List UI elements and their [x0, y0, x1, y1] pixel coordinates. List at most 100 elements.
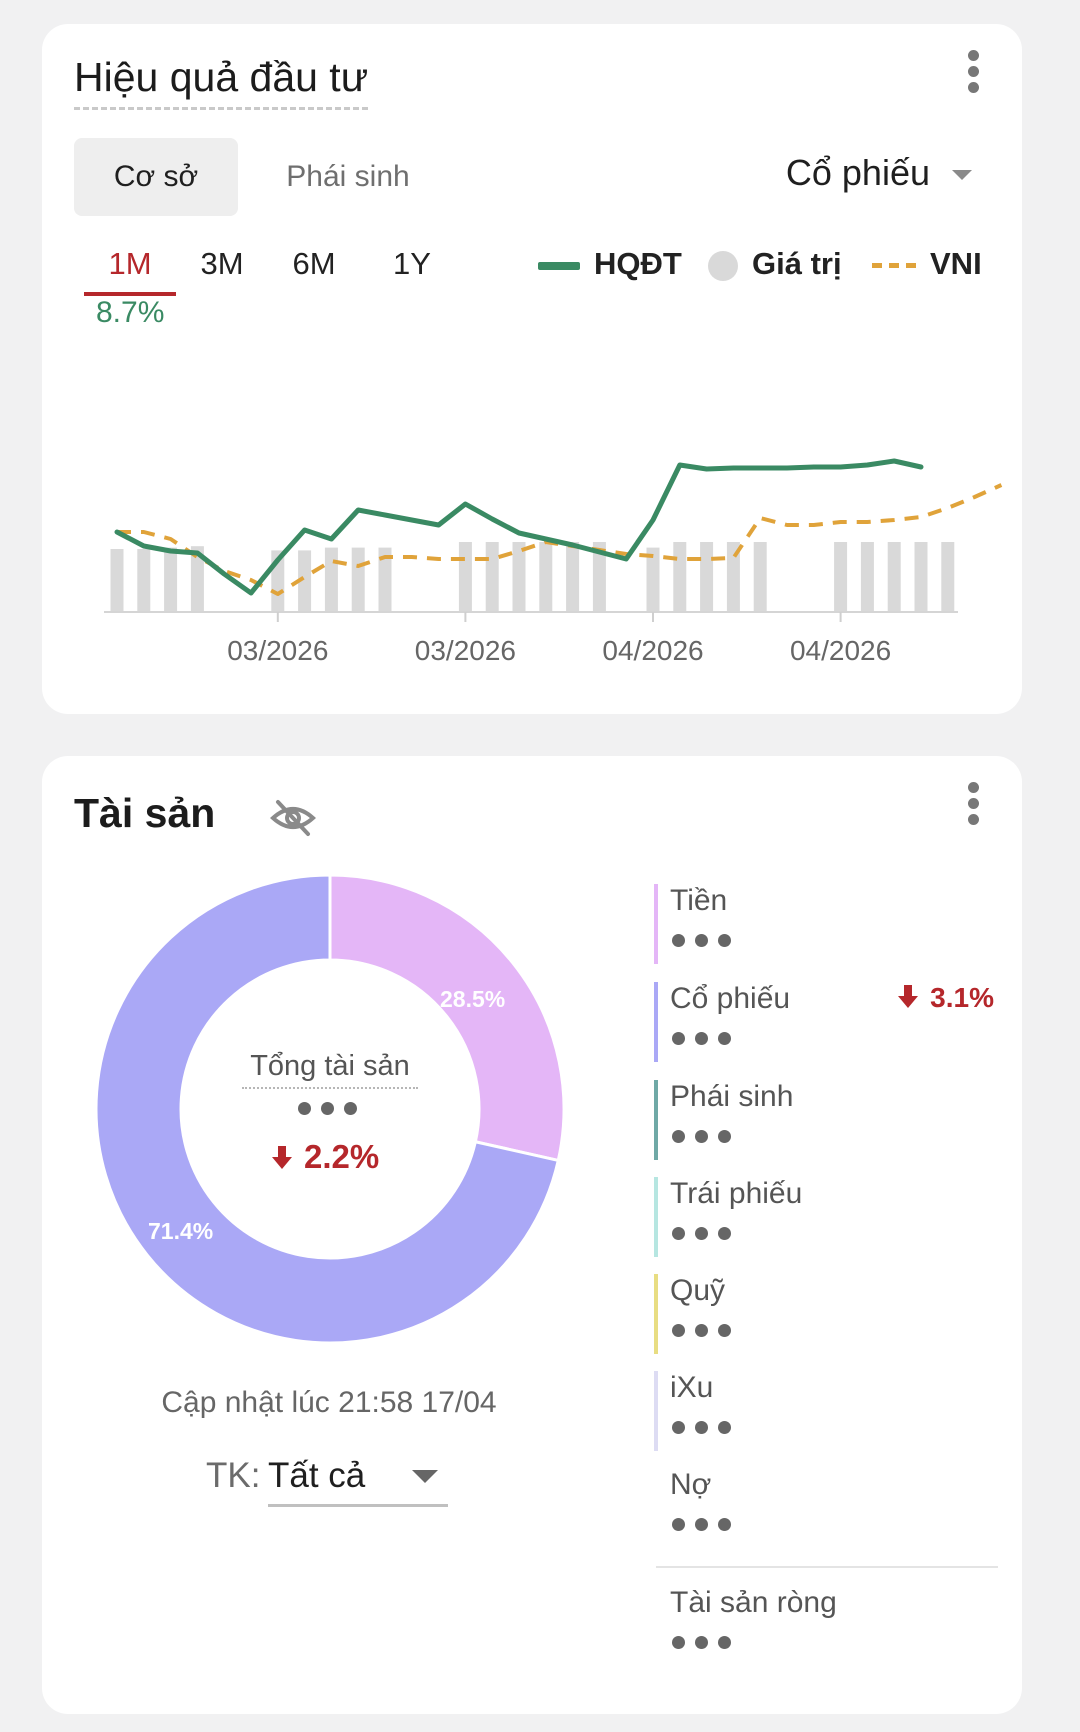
- legend-vni-label: VNI: [930, 246, 982, 281]
- value-bar: [351, 547, 365, 612]
- total-assets-change-value: 2.2%: [304, 1138, 380, 1175]
- asset-name: Quỹ: [670, 1274, 726, 1307]
- return-value: 8.7%: [96, 296, 165, 329]
- more-options-icon[interactable]: [966, 50, 980, 94]
- slice-label-tien: 28.5%: [440, 986, 506, 1012]
- hidden-value: [672, 1636, 741, 1654]
- hidden-value: [672, 1130, 741, 1148]
- value-bar: [458, 542, 472, 612]
- performance-title[interactable]: Hiệu quả đầu tư: [74, 54, 369, 110]
- asset-name: Cổ phiếu: [670, 982, 791, 1015]
- total-assets-hidden-value: [298, 1102, 367, 1120]
- asset-type-value: Cổ phiếu: [785, 152, 930, 193]
- value-bar: [378, 547, 392, 612]
- legend-gia-tri-label: Giá trị: [752, 246, 842, 281]
- value-bar: [566, 542, 580, 612]
- value-bar: [914, 542, 928, 612]
- updated-time: Cập nhật lúc 21:58 17/04: [161, 1386, 497, 1419]
- hidden-value: [672, 1421, 741, 1439]
- value-bar: [700, 542, 714, 612]
- asset-change-value: 3.1%: [930, 982, 994, 1013]
- asset-color-bar: [654, 1371, 658, 1451]
- value-bar: [164, 547, 178, 612]
- value-bar: [834, 542, 848, 612]
- asset-color-bar: [654, 884, 658, 964]
- asset-item-no[interactable]: Nợ: [654, 1468, 994, 1548]
- divider: [656, 1566, 998, 1568]
- value-bar: [673, 542, 687, 612]
- eye-off-icon[interactable]: [270, 798, 316, 838]
- asset-color-bar: [654, 1177, 658, 1257]
- performance-card: Hiệu quả đầu tư Cơ sở Phái sinh Cổ phiếu…: [42, 24, 1022, 714]
- hqdt-line: [114, 458, 924, 596]
- asset-name: Phái sinh: [670, 1080, 794, 1113]
- asset-color-bar: [654, 1274, 658, 1354]
- chevron-down-icon: [412, 1470, 438, 1483]
- asset-name: Tài sản ròng: [670, 1586, 837, 1619]
- legend-gia-tri[interactable]: Giá trị: [708, 246, 842, 282]
- tab-co-so[interactable]: Cơ sở: [74, 138, 238, 216]
- line-swatch-icon: [538, 261, 580, 270]
- donut-slice[interactable]: [94, 873, 561, 1345]
- asset-name: Trái phiếu: [670, 1177, 803, 1210]
- asset-item-ixu[interactable]: iXu: [654, 1371, 994, 1451]
- asset-name: Nợ: [670, 1468, 712, 1501]
- period-tab-3m[interactable]: 3M: [200, 246, 244, 281]
- hidden-value: [672, 934, 741, 952]
- asset-color-bar: [654, 982, 658, 1062]
- x-tick-label: 03/2026: [227, 635, 328, 666]
- hidden-value: [672, 1227, 741, 1245]
- period-tab-1m[interactable]: 1M: [84, 246, 176, 296]
- more-options-icon[interactable]: [966, 782, 980, 826]
- value-bar: [485, 542, 499, 612]
- x-tick-label: 04/2026: [602, 635, 703, 666]
- legend-hqdt[interactable]: HQĐT: [538, 246, 682, 282]
- donut-slice[interactable]: [328, 873, 566, 1163]
- legend-vni[interactable]: VNI: [872, 246, 982, 282]
- period-tab-1y[interactable]: 1Y: [393, 246, 431, 281]
- asset-color-bar: [654, 1468, 658, 1548]
- value-bar: [860, 542, 874, 612]
- value-bar: [137, 549, 151, 612]
- assets-title: Tài sản: [74, 790, 216, 836]
- asset-item-trai-phieu[interactable]: Trái phiếu: [654, 1177, 994, 1257]
- value-bar: [646, 547, 660, 612]
- value-bar: [941, 542, 955, 612]
- assets-card: Tài sản 28.5% 71.4% Tổng tài sản 2.2% Cậ…: [42, 756, 1022, 1714]
- period-tab-6m[interactable]: 6M: [292, 246, 336, 281]
- hidden-value: [672, 1518, 741, 1536]
- value-bar: [592, 542, 606, 612]
- asset-item-co-phieu[interactable]: Cổ phiếu 3.1%: [654, 982, 994, 1062]
- value-bar: [512, 542, 526, 612]
- assets-donut-chart: [94, 873, 566, 1345]
- hidden-value: [672, 1324, 741, 1342]
- arrow-down-icon: [898, 985, 919, 1009]
- arrow-down-icon: [272, 1146, 292, 1170]
- account-label: TK:: [206, 1456, 261, 1495]
- x-tick-label: 03/2026: [415, 635, 516, 666]
- x-tick-label: 04/2026: [790, 635, 891, 666]
- value-bar: [110, 549, 124, 612]
- value-bar: [190, 546, 204, 612]
- legend-hqdt-label: HQĐT: [594, 246, 682, 281]
- value-bar: [539, 542, 553, 612]
- asset-type-dropdown[interactable]: Cổ phiếu: [786, 152, 972, 194]
- value-bar: [298, 550, 312, 612]
- asset-name: iXu: [670, 1371, 714, 1404]
- asset-item-tien[interactable]: Tiền: [654, 884, 994, 964]
- value-bar: [887, 542, 901, 612]
- performance-chart: 03/2026 03/2026 04/2026 04/2026: [104, 458, 1003, 666]
- circle-swatch-icon: [708, 250, 738, 281]
- account-select[interactable]: Tất cả: [268, 1456, 448, 1507]
- asset-item-quy[interactable]: Quỹ: [654, 1274, 994, 1354]
- asset-item-phai-sinh[interactable]: Phái sinh: [654, 1080, 994, 1160]
- tab-phai-sinh[interactable]: Phái sinh: [286, 160, 410, 193]
- value-bar: [324, 547, 338, 612]
- asset-color-bar: [654, 1080, 658, 1160]
- total-assets-label[interactable]: Tổng tài sản: [242, 1050, 418, 1089]
- asset-name: Tiền: [670, 884, 728, 917]
- hidden-value: [672, 1032, 741, 1050]
- value-bar: [726, 542, 740, 612]
- asset-item-net-assets[interactable]: Tài sản ròng: [654, 1586, 994, 1666]
- slice-label-co-phieu: 71.4%: [148, 1218, 214, 1244]
